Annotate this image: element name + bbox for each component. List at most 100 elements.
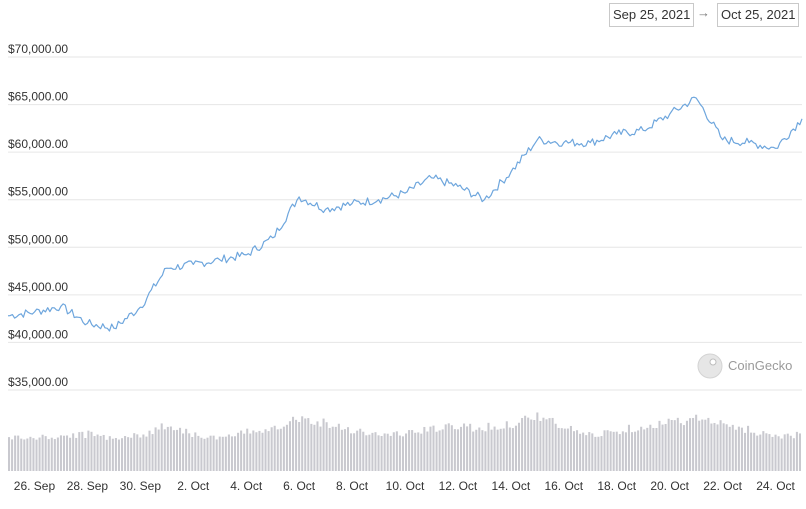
volume-bar	[81, 431, 84, 471]
volume-bar	[750, 432, 753, 471]
volume-bar	[179, 427, 182, 471]
volume-bar	[114, 438, 117, 471]
volume-bar	[554, 423, 557, 471]
volume-bar	[463, 423, 466, 471]
volume-bar	[270, 427, 273, 471]
volume-bar	[50, 437, 53, 471]
volume-bar	[56, 437, 59, 471]
volume-bar	[719, 420, 722, 471]
volume-bar	[450, 425, 453, 471]
volume-bar	[243, 433, 246, 471]
volume-bar	[224, 436, 227, 471]
volume-bar	[661, 424, 664, 471]
volume-bar	[53, 439, 56, 471]
volume-bar	[493, 426, 496, 471]
volume-bar	[408, 430, 411, 471]
volume-bar	[368, 434, 371, 471]
volume-bar	[166, 426, 169, 471]
volume-bar	[108, 436, 111, 471]
volume-bar	[356, 430, 359, 471]
volume-bar	[618, 434, 621, 471]
volume-bar	[8, 437, 11, 471]
volume-bar	[585, 435, 588, 471]
volume-bar	[69, 437, 72, 471]
volume-bar	[359, 428, 362, 471]
volume-bar	[380, 436, 383, 471]
volume-bar	[734, 429, 737, 471]
volume-bar	[206, 437, 209, 471]
volume-bar	[692, 417, 695, 471]
volume-bar	[319, 426, 322, 471]
volume-bar	[759, 434, 762, 471]
volume-bar	[707, 417, 710, 471]
volume-bar	[386, 433, 389, 471]
volume-bar	[560, 428, 563, 471]
volume-bar	[634, 431, 637, 471]
y-axis-labels: $35,000.00 $40,000.00 $45,000.00 $50,000.00…	[8, 42, 68, 389]
end-date-field[interactable]: Oct 25, 2021	[717, 3, 800, 27]
volume-bar	[701, 419, 704, 471]
volume-bar	[548, 418, 551, 471]
date-range-end[interactable]: Oct 25, 2021	[717, 3, 800, 27]
y-tick-label: $40,000.00	[8, 327, 68, 341]
volume-bar	[481, 430, 484, 471]
volume-bar	[99, 435, 102, 471]
x-tick-label: 24. Oct	[756, 479, 795, 493]
volume-bar	[295, 419, 298, 471]
arrow-right-icon: →	[697, 5, 710, 20]
volume-bar	[768, 434, 771, 471]
volume-bar	[148, 430, 151, 471]
volume-bar	[249, 433, 252, 471]
volume-bar	[93, 436, 96, 471]
volume-bar	[725, 424, 728, 471]
volume-bar	[612, 431, 615, 471]
volume-bar	[62, 435, 66, 471]
volume-bar	[579, 433, 582, 471]
volume-bar	[340, 429, 343, 471]
volume-bar	[670, 420, 673, 471]
volume-bar	[343, 429, 346, 471]
volume-bar	[444, 424, 447, 471]
volume-bar	[292, 416, 295, 471]
volume-bar	[310, 423, 313, 471]
volume-bar	[765, 433, 768, 471]
y-tick-label: $70,000.00	[8, 42, 68, 56]
date-range-start[interactable]: Sep 25, 2021	[609, 3, 695, 27]
volume-bar	[240, 430, 243, 471]
volume-bar	[331, 426, 334, 471]
volume-bar	[230, 436, 233, 471]
x-tick-label: 28. Sep	[67, 479, 109, 493]
volume-bar	[362, 431, 365, 471]
volume-bar	[169, 426, 172, 471]
coingecko-logo-eye	[709, 358, 717, 366]
volume-bar	[490, 429, 493, 471]
volume-bar	[582, 432, 585, 471]
volume-bar	[762, 431, 765, 471]
volume-bar	[328, 427, 331, 471]
volume-bar	[496, 429, 499, 471]
volume-bar	[731, 424, 734, 471]
volume-bar	[133, 433, 136, 471]
volume-bar	[142, 434, 145, 471]
volume-bar	[673, 420, 676, 471]
price-line[interactable]	[7, 96, 803, 332]
volume-bar	[679, 423, 682, 471]
start-date-field[interactable]: Sep 25, 2021	[609, 3, 695, 27]
volume-bar	[124, 436, 127, 471]
volume-bar	[484, 431, 487, 471]
volume-bar	[487, 422, 490, 471]
volume-bar	[606, 430, 609, 471]
y-tick-label: $35,000.00	[8, 375, 68, 389]
volume-bar	[420, 433, 423, 471]
volume-bar	[527, 417, 530, 471]
volume-bar	[304, 418, 307, 471]
volume-bar	[350, 433, 353, 471]
x-tick-label: 2. Oct	[177, 479, 210, 493]
volume-bar	[447, 423, 450, 471]
volume-bar	[777, 436, 780, 471]
volume-bar	[20, 438, 23, 471]
volume-bar	[728, 426, 731, 471]
x-tick-label: 18. Oct	[597, 479, 636, 493]
watermark-text: CoinGecko	[728, 358, 792, 373]
volume-bar	[105, 439, 108, 471]
